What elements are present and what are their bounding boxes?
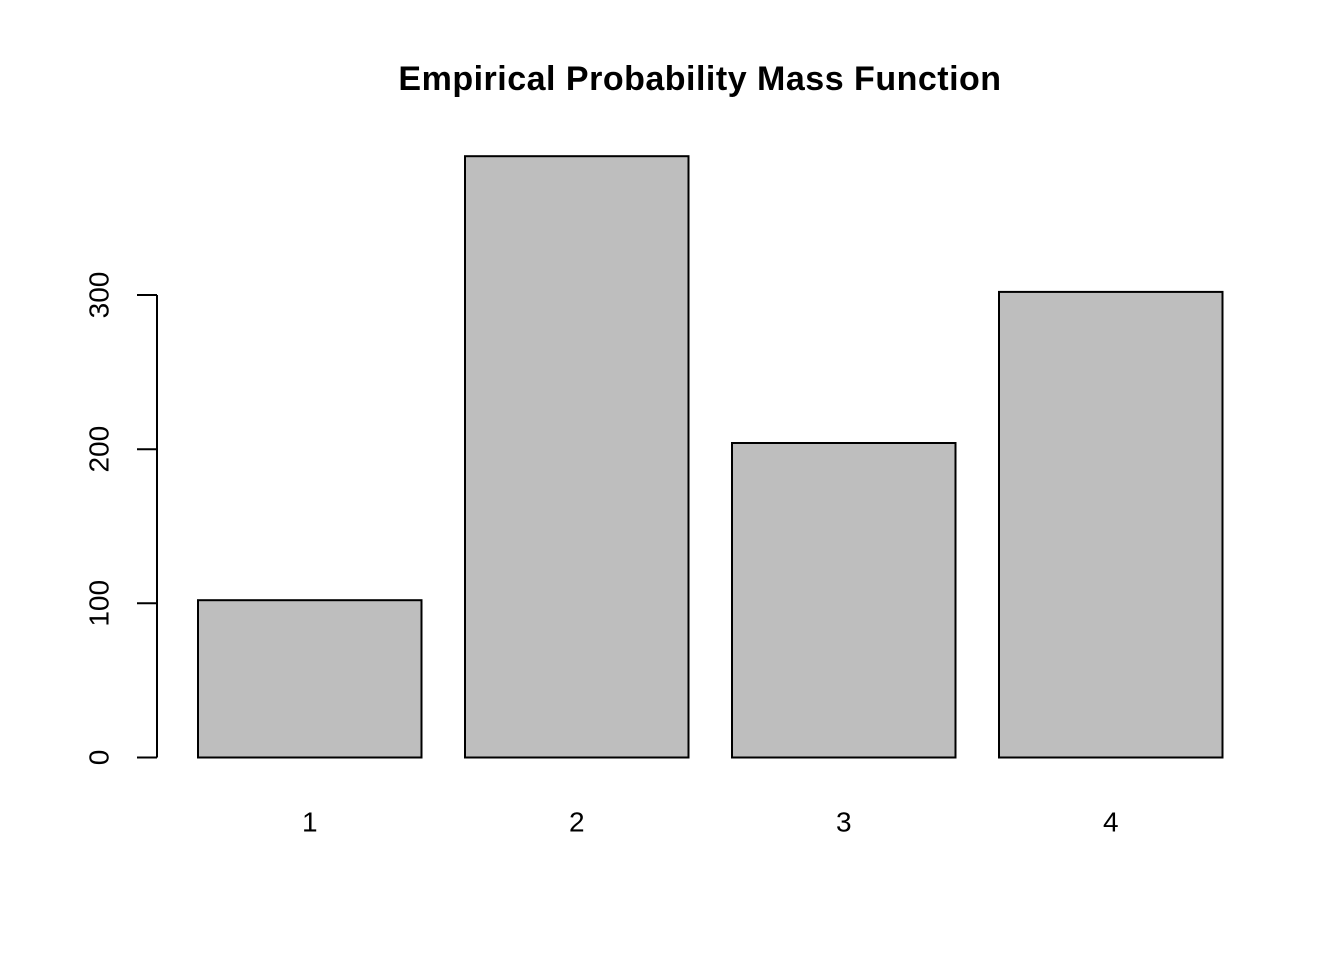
- bars-layer: [197, 155, 1224, 759]
- x-axis-labels: 1 2 3 4: [302, 807, 1119, 838]
- y-tick-label-100: 100: [84, 580, 115, 627]
- bar-category-2: [464, 155, 690, 759]
- bar-category-3: [731, 442, 957, 759]
- x-tick-label-4: 4: [1103, 807, 1119, 838]
- y-tick-label-300: 300: [84, 272, 115, 319]
- y-tick-label-0: 0: [84, 750, 115, 766]
- x-tick-label-1: 1: [302, 807, 318, 838]
- y-axis: 0 100 200 300: [84, 272, 158, 766]
- bar-category-4: [998, 290, 1224, 759]
- chart-title: Empirical Probability Mass Function: [398, 60, 1002, 98]
- bar-category-1: [197, 599, 423, 759]
- x-tick-label-2: 2: [569, 807, 585, 838]
- y-tick-label-200: 200: [84, 426, 115, 473]
- x-tick-label-3: 3: [836, 807, 852, 838]
